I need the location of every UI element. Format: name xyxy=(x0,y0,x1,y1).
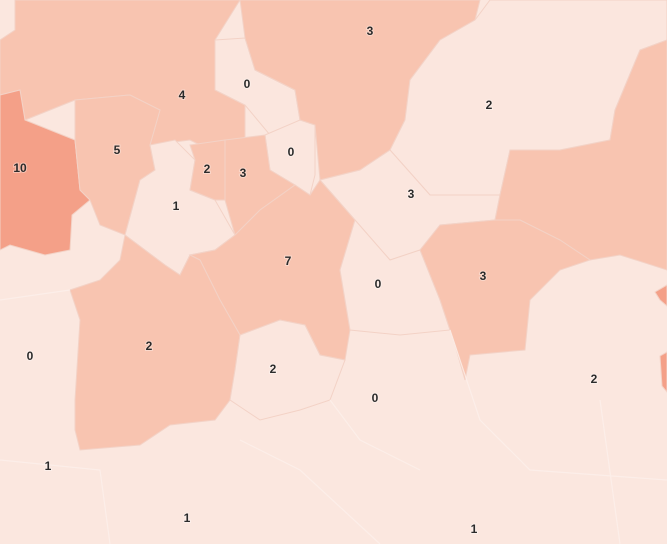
region-label: 3 xyxy=(408,187,415,201)
region-label: 1 xyxy=(184,511,191,525)
region-label: 0 xyxy=(244,77,251,91)
region-edge-2[interactable] xyxy=(659,351,667,393)
region-label: 7 xyxy=(285,254,292,268)
road-lines xyxy=(0,289,667,544)
region-label: 4 xyxy=(179,88,186,102)
region-label: 2 xyxy=(486,98,493,112)
region-label: 1 xyxy=(471,522,478,536)
region-label: 2 xyxy=(270,362,277,376)
region-label: 0 xyxy=(27,349,34,363)
region-label: 5 xyxy=(114,143,121,157)
region-label: 10 xyxy=(13,161,27,175)
region-label: 2 xyxy=(591,372,598,386)
region-label: 1 xyxy=(173,199,180,213)
region-10[interactable] xyxy=(0,89,91,256)
region-2-southwest[interactable] xyxy=(69,234,241,451)
region-label: 3 xyxy=(480,269,487,283)
region-label: 0 xyxy=(375,277,382,291)
region-label: 0 xyxy=(372,391,379,405)
region-edge-1[interactable] xyxy=(654,284,667,307)
region-label: 3 xyxy=(367,24,374,38)
region-label: 2 xyxy=(204,162,211,176)
region-label: 2 xyxy=(146,339,153,353)
region-label: 3 xyxy=(240,166,247,180)
region-label: 1 xyxy=(45,459,52,473)
region-label: 0 xyxy=(288,145,295,159)
